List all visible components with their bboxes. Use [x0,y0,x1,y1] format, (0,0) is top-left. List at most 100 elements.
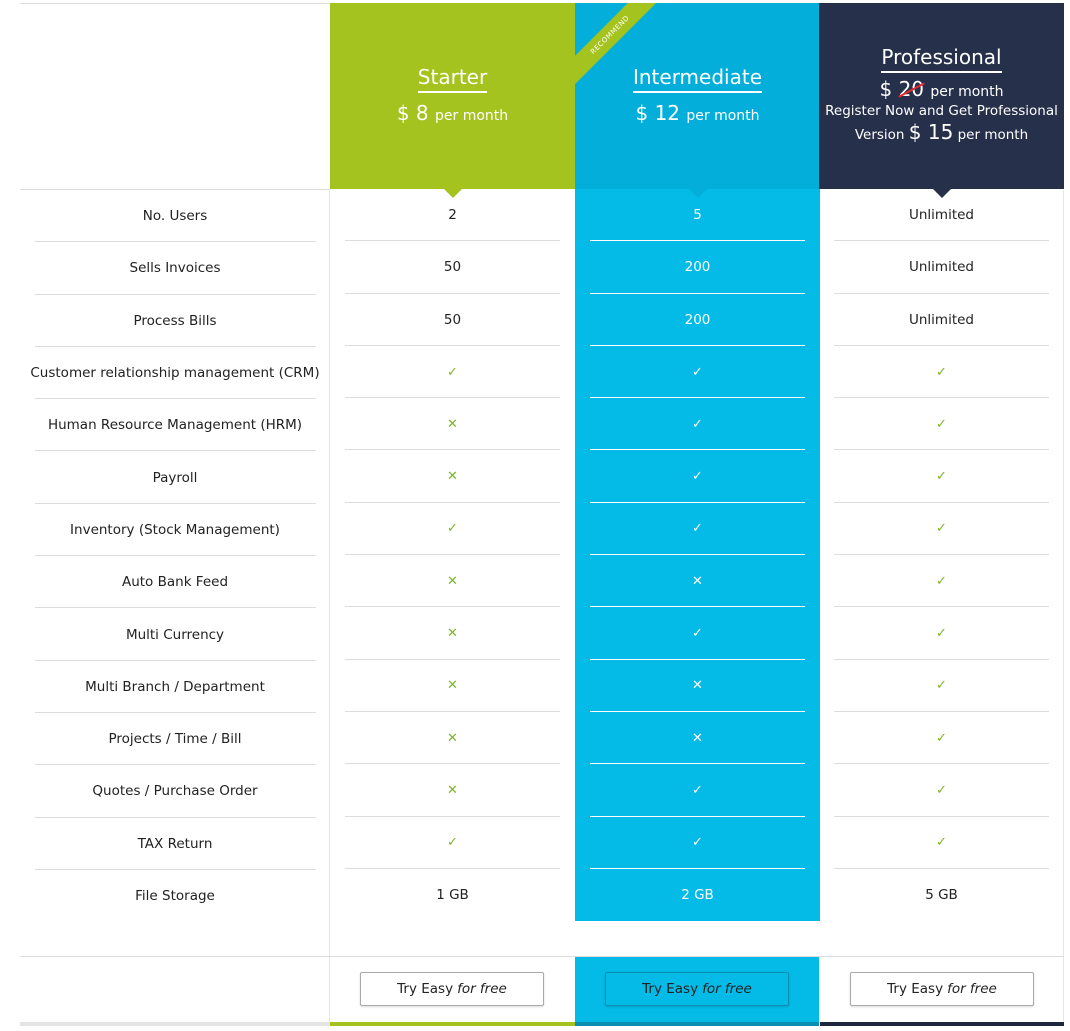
feature-label: Process Bills [20,295,330,348]
feature-value: Unlimited [819,241,1064,294]
check-icon: ✓ [936,678,947,694]
feature-value: ✓ [330,346,575,399]
intermediate-footer: Try Easy for free [575,957,819,1024]
plan-values: 2 50 50 ✓ ✕ ✕ ✓ ✕ ✕ ✕ ✕ ✕ ✓ 1 GB [330,189,575,921]
feature-label: Inventory (Stock Management) [20,504,330,557]
feature-value: ✕ [575,555,820,608]
promo-text: Register Now and Get Professional Versio… [825,103,1058,144]
plan-header: Starter $ 8 per month [330,3,575,189]
feature-value: ✓ [575,764,820,817]
feature-value: ✓ [819,398,1064,451]
feature-value: ✓ [819,660,1064,713]
feature-value: ✓ [575,450,820,504]
feature-value: 5 GB [819,869,1064,921]
feature-value: ✕ [330,398,575,451]
check-icon: ✓ [447,521,458,537]
labels-header-spacer [20,3,330,190]
value-text: 5 GB [925,887,958,903]
feature-value: ✕ [330,712,575,765]
feature-value: 200 [575,241,820,294]
feature-value: ✓ [575,607,820,660]
feature-value: 200 [575,294,820,347]
feature-value: 2 [330,189,575,242]
check-icon: ✓ [692,416,703,432]
check-icon: ✓ [936,573,947,589]
value-text: 2 GB [681,887,714,903]
feature-label: Customer relationship management (CRM) [20,347,330,400]
value-text: Unlimited [908,259,974,276]
feature-label: Quotes / Purchase Order [20,765,330,818]
check-icon: ✓ [936,730,947,746]
feature-value: ✓ [819,712,1064,765]
value-text: 5 [693,207,702,224]
value-text: 200 [684,259,711,276]
check-icon: ✓ [936,835,947,851]
feature-value: ✓ [819,346,1064,399]
header-pointer [932,189,951,198]
plan-header: RECOMMEND Intermediate $ 12 per month [575,3,820,189]
feature-label: Auto Bank Feed [20,556,330,609]
value-text: 50 [443,311,462,328]
plan-name: Starter [417,3,488,93]
cross-icon: ✕ [447,416,458,432]
feature-value: ✕ [575,712,820,765]
feature-label: No. Users [20,190,330,243]
column-divider [329,190,330,1024]
starter-footer: Try Easy for free [330,957,575,1024]
feature-value: ✓ [575,346,820,399]
check-icon: ✓ [692,835,703,851]
cross-icon: ✕ [692,730,703,746]
check-icon: ✓ [447,835,458,851]
feature-value: ✓ [819,503,1064,556]
feature-label: TAX Return [20,818,330,871]
feature-value: ✓ [575,817,820,870]
check-icon: ✓ [936,416,947,432]
plan-professional: Professional $ 20 per month Register Now… [819,3,1064,921]
check-icon: ✓ [936,469,947,485]
plan-header: Professional $ 20 per month Register Now… [819,3,1064,189]
feature-value: Unlimited [819,189,1064,242]
try-free-button-professional[interactable]: Try Easy for free [850,972,1034,1006]
feature-value: Unlimited [819,294,1064,347]
feature-labels-column: No. Users Sells Invoices Process Bills Cust… [20,3,330,922]
starter-bottom-bar [330,1022,575,1026]
plan-name: Professional [881,3,1002,73]
feature-label: Sells Invoices [20,242,330,295]
feature-value: ✓ [575,503,820,556]
bottom-bar [20,1022,330,1026]
value-text: 1 GB [436,887,469,903]
feature-value: ✓ [819,764,1064,817]
check-icon: ✓ [692,782,703,798]
professional-bottom-bar [820,1022,1064,1026]
check-icon: ✓ [692,626,703,642]
footer-divider [20,956,1064,957]
feature-value: 50 [330,241,575,294]
try-free-button-starter[interactable]: Try Easy for free [360,972,544,1006]
check-icon: ✓ [936,626,947,642]
value-text: 200 [684,311,711,328]
plan-price: $ 20 per month [879,77,1004,101]
feature-value: ✕ [575,660,820,713]
plan-price: $ 8 per month [396,101,509,125]
check-icon: ✓ [936,364,947,380]
feature-label: Projects / Time / Bill [20,713,330,766]
plan-name: Intermediate [632,3,763,93]
plan-price: $ 12 per month [635,101,760,125]
check-icon: ✓ [447,364,458,380]
feature-value: ✕ [330,764,575,817]
value-text: 2 [448,207,457,224]
plan-intermediate: RECOMMEND Intermediate $ 12 per month 5 2… [575,3,820,922]
check-icon: ✓ [936,521,947,537]
feature-label: File Storage [135,888,215,904]
feature-label: Multi Currency [20,608,330,661]
feature-label: Payroll [20,451,330,505]
try-free-button-intermediate[interactable]: Try Easy for free [605,972,789,1006]
cross-icon: ✕ [692,573,703,589]
plan-starter: Starter $ 8 per month 2 50 50 ✓ ✕ ✕ ✓ ✕ ✕ ✕ ✕ ✕ ✓ 1 G… [330,3,575,921]
plan-values: Unlimited Unlimited Unlimited ✓ ✓ ✓ ✓ ✓ ✓ ✓ ✓ ✓ ✓ 5 G… [819,189,1064,921]
cross-icon: ✕ [447,678,458,694]
feature-value: ✓ [819,607,1064,660]
feature-value: ✓ [330,817,575,870]
cross-icon: ✕ [447,730,458,746]
feature-value: ✓ [819,450,1064,504]
